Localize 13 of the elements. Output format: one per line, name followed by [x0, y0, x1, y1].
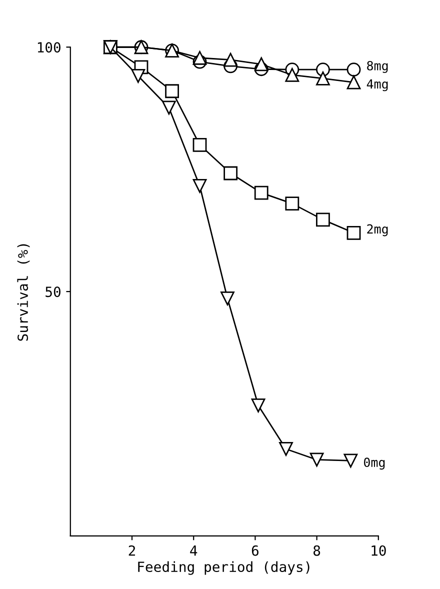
y-axis-title: Survival (%)	[17, 244, 30, 341]
x-tick-label: 2	[128, 545, 135, 556]
series-label: 8mg	[367, 60, 388, 73]
x-tick-label: 8	[314, 545, 320, 556]
y-tick-label: 50	[46, 286, 60, 298]
series-label: 0mg	[364, 458, 385, 470]
y-tick-label: 100	[38, 42, 60, 53]
series-label: 4mg	[366, 79, 388, 92]
x-tick-label: 6	[252, 545, 258, 556]
x-tick-label: 10	[372, 545, 386, 556]
x-axis-title: Feeding period (days)	[138, 561, 310, 575]
x-tick-label: 4	[190, 546, 198, 556]
series-label: 2mg	[367, 224, 388, 236]
